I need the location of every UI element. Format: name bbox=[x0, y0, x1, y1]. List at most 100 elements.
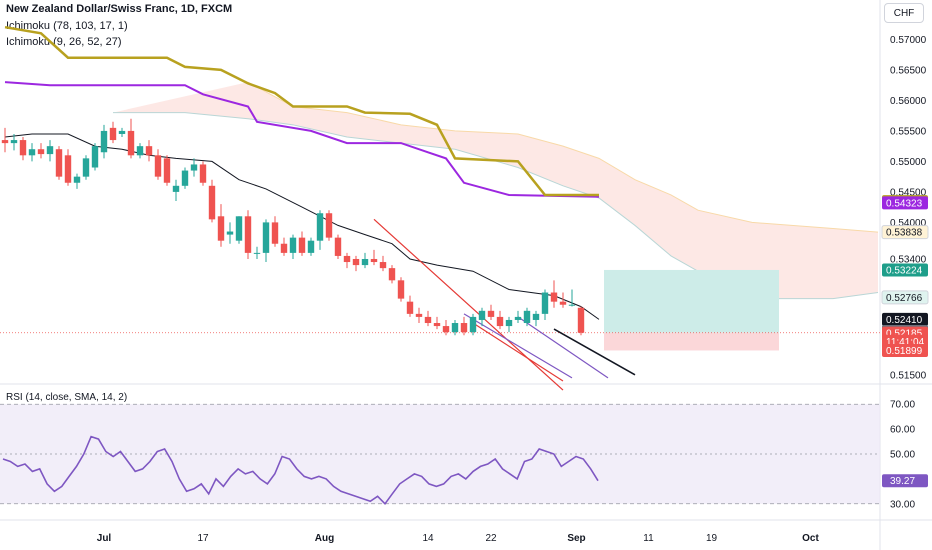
time-tick-label: Sep bbox=[567, 533, 585, 544]
price-tag-label: 0.51899 bbox=[886, 346, 923, 357]
price-tag-label: 0.53224 bbox=[886, 265, 923, 276]
candle-body bbox=[244, 216, 252, 253]
time-tick-label: Jul bbox=[97, 533, 112, 544]
candle-body bbox=[298, 237, 306, 253]
candle-body bbox=[127, 130, 135, 156]
candle-body bbox=[28, 149, 36, 156]
candle-body bbox=[100, 130, 108, 153]
candle-body bbox=[469, 316, 477, 333]
rsi-tick-label: 50.00 bbox=[890, 450, 915, 461]
rsi-axis[interactable]: 70.00 60.00 50.00 30.00 bbox=[890, 400, 915, 511]
price-tick-label: 0.51500 bbox=[890, 370, 927, 381]
candle-body bbox=[316, 213, 324, 241]
candle-body bbox=[226, 231, 234, 235]
rsi-tick-label: 60.00 bbox=[890, 425, 915, 436]
price-tag-box bbox=[882, 312, 928, 326]
candle-body bbox=[505, 319, 513, 327]
candle-body bbox=[271, 222, 279, 244]
symbol-title[interactable]: New Zealand Dollar/Swiss Franc, 1D, FXCM bbox=[6, 3, 233, 15]
candle-body bbox=[280, 243, 288, 253]
time-axis[interactable]: Jul 17 Aug 14 22 Sep 11 19 Oct bbox=[97, 533, 820, 544]
price-tag-box bbox=[882, 263, 928, 277]
rsi-legend[interactable]: RSI (14, close, SMA, 14, 2) bbox=[6, 392, 128, 403]
candle-body bbox=[154, 155, 162, 177]
time-tick-label: 19 bbox=[706, 533, 718, 544]
candle-body bbox=[217, 216, 225, 241]
ichimoku-slow-tenkan-line bbox=[4, 25, 599, 197]
time-tick-label: 11 bbox=[643, 533, 654, 544]
candle-body bbox=[388, 268, 396, 281]
price-tick-label: 0.55500 bbox=[890, 126, 927, 137]
candle-body bbox=[235, 216, 243, 241]
candle-body bbox=[577, 307, 585, 333]
price-tag-box bbox=[881, 290, 929, 305]
candle-body bbox=[91, 146, 99, 168]
candle-body bbox=[487, 310, 495, 317]
candle-body bbox=[568, 304, 576, 306]
long-position-tool[interactable] bbox=[0, 269, 880, 351]
candle-body bbox=[172, 185, 180, 192]
candle-body bbox=[334, 237, 342, 256]
price-tag-label: 0.52766 bbox=[886, 293, 923, 304]
candle-body bbox=[199, 164, 207, 183]
candle-body bbox=[118, 130, 126, 134]
currency-button[interactable]: CHF bbox=[884, 3, 924, 23]
price-tick-label: 0.53400 bbox=[890, 254, 927, 265]
position-loss-zone bbox=[604, 332, 779, 351]
candle-body bbox=[532, 313, 540, 320]
candle-body bbox=[343, 255, 351, 263]
candle-body bbox=[208, 185, 216, 220]
candle-body bbox=[136, 146, 144, 156]
price-tick-label: 0.56500 bbox=[890, 65, 927, 76]
candle-body bbox=[181, 170, 189, 186]
price-tick-label: 0.54500 bbox=[890, 187, 927, 198]
trend-channel-line bbox=[463, 313, 573, 379]
price-tags: 0.543390.543230.538380.532240.527660.524… bbox=[881, 195, 929, 357]
trend-channel-line bbox=[553, 328, 636, 376]
candle-body bbox=[253, 252, 261, 254]
indicator-legend-ichimoku-slow[interactable]: Ichimoku (78, 103, 17, 1) bbox=[6, 20, 128, 32]
candle-body bbox=[550, 292, 558, 302]
candle-body bbox=[325, 213, 333, 238]
rsi-tick-label: 70.00 bbox=[890, 400, 915, 411]
candle-body bbox=[145, 146, 153, 156]
candle-body bbox=[10, 140, 18, 144]
position-profit-zone bbox=[604, 269, 779, 333]
rsi-value-tag bbox=[882, 474, 928, 488]
candle-body bbox=[190, 164, 198, 171]
candle-body bbox=[289, 237, 297, 253]
candle-body bbox=[109, 127, 117, 141]
candle-body bbox=[37, 149, 45, 155]
price-tick-label: 0.55000 bbox=[890, 157, 927, 168]
candle-body bbox=[1, 140, 9, 144]
time-tick-label: 22 bbox=[485, 533, 497, 544]
candle-body bbox=[55, 149, 63, 177]
candle-body bbox=[163, 158, 171, 183]
price-axis[interactable]: 0.57000 0.56500 0.56000 0.55500 0.55000 0.545… bbox=[890, 35, 927, 381]
candle-body bbox=[262, 222, 270, 253]
rsi-value-label: 39.27 bbox=[890, 476, 915, 487]
candle-body bbox=[73, 176, 81, 183]
candle-body bbox=[82, 158, 90, 177]
price-candles bbox=[1, 118, 585, 336]
candle-body bbox=[514, 316, 522, 320]
candle-body bbox=[541, 292, 549, 314]
price-tag-box bbox=[882, 343, 928, 357]
ichimoku-slow-kijun-line bbox=[4, 81, 600, 198]
candle-body bbox=[433, 323, 441, 327]
candle-body bbox=[361, 258, 369, 266]
candle-body bbox=[478, 310, 486, 320]
trend-channel-line bbox=[373, 218, 564, 391]
cloud-fill bbox=[113, 82, 878, 299]
indicator-legend-ichimoku-fast[interactable]: Ichimoku (9, 26, 52, 27) bbox=[6, 36, 122, 48]
cloud-upper-edge bbox=[247, 81, 879, 233]
candle-body bbox=[19, 140, 27, 156]
rsi-pane: 39.27 bbox=[0, 403, 928, 506]
rsi-line bbox=[2, 435, 599, 506]
time-tick-label: 14 bbox=[422, 533, 434, 544]
rsi-tick-label: 30.00 bbox=[890, 499, 915, 510]
time-tick-label: Oct bbox=[802, 533, 819, 544]
candle-body bbox=[352, 258, 360, 266]
price-tag-label: 0.54323 bbox=[886, 198, 923, 209]
